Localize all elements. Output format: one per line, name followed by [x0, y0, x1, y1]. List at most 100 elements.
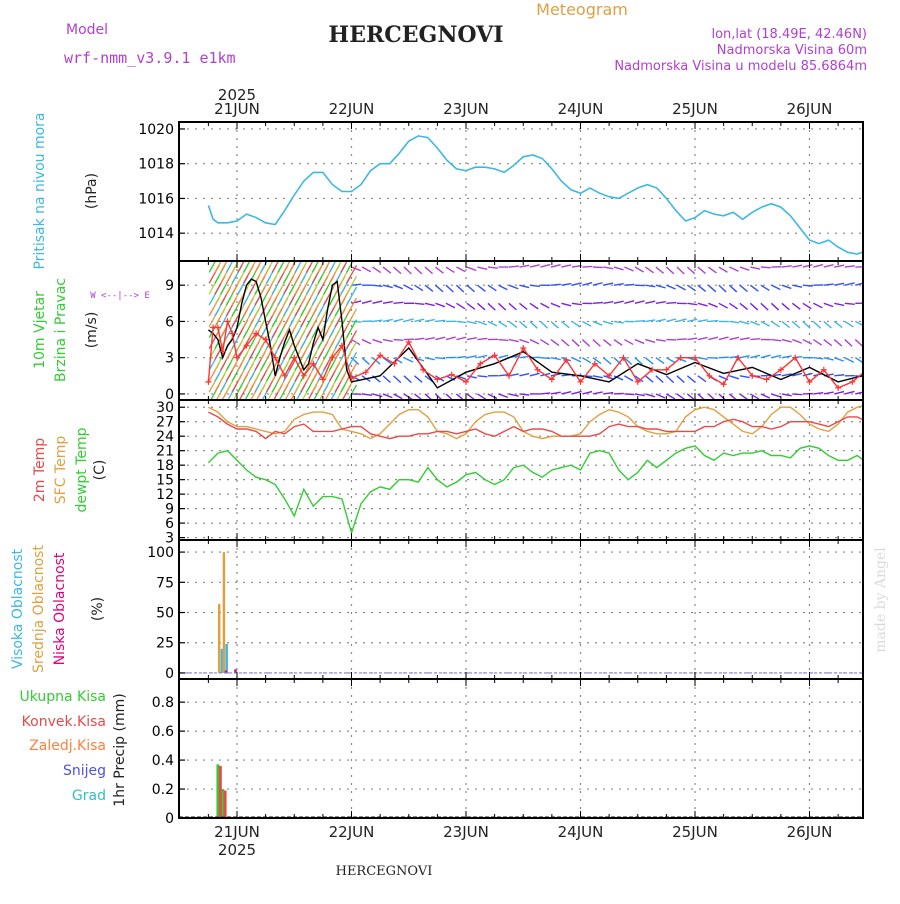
day-label-bottom: 24JUN [558, 823, 604, 841]
day-label-top: 23JUN [443, 100, 489, 118]
ytick-label-pressure: 1020 [138, 122, 174, 138]
wind-arrow [477, 376, 487, 377]
ytick-label-temp: 30 [156, 400, 174, 416]
model-elevation-label: Nadmorska Visina u modelu 85.6864m [614, 59, 867, 74]
wind-arrow [635, 321, 645, 322]
ytick-label-wind: 9 [165, 278, 174, 294]
ytick-label-temp: 21 [156, 444, 174, 460]
day-label-top: 26JUN [787, 100, 833, 118]
ytick-label-precip: 0.2 [152, 782, 174, 798]
ytick-label-pressure: 1014 [138, 226, 174, 242]
wind-arrow [498, 340, 508, 341]
day-label-top: 24JUN [558, 100, 604, 118]
day-label-bottom: 25JUN [672, 823, 718, 841]
ytick-label-temp: 24 [156, 429, 174, 445]
wind-arrow [352, 284, 362, 285]
ytick-label-cloud: 75 [156, 575, 174, 591]
precip-legend-conv: Konvek.Kisa [22, 714, 106, 730]
precip-legend-total: Ukupna Kisa [19, 689, 106, 705]
ytick-label-temp: 27 [156, 415, 174, 431]
cloud-bar [223, 552, 226, 673]
ytick-label-temp: 9 [165, 502, 174, 518]
wind-arrow [624, 285, 634, 286]
ytick-label-precip: 0 [165, 811, 174, 827]
ytick-label-wind: 3 [165, 351, 174, 367]
wind-arrow [761, 267, 771, 268]
temp-ylabel-1: 2m Temp [32, 438, 48, 502]
wind-arrow [803, 285, 813, 286]
wind-arrow [666, 303, 676, 304]
day-label-bottom: 26JUN [787, 823, 833, 841]
day-label-bottom: 21JUN [214, 823, 260, 841]
wind-arrow [456, 321, 466, 322]
cloud-bar [218, 604, 221, 673]
model-label: Model [66, 22, 108, 38]
cloud-ylabel-2: Srednja Oblacnost [31, 545, 47, 673]
wind-arrow [614, 393, 624, 394]
wind-arrow [677, 339, 687, 340]
meteogram-label: Meteogram [536, 0, 628, 19]
ytick-label-precip: 0.4 [152, 753, 174, 769]
elevation-label: Nadmorska Visina 60m [717, 43, 867, 58]
wind-arrow [509, 266, 519, 267]
wind-ylabel-1: 10m Vjetar [32, 291, 48, 369]
wind-arrow [750, 339, 760, 340]
wind-compass: W <--|--> E [90, 291, 150, 301]
precip-legend-graupel: Grad [72, 788, 106, 804]
day-label-top: 21JUN [214, 100, 260, 118]
day-label-top: 25JUN [672, 100, 718, 118]
precip-ylabel: 1hr Precip (mm) [112, 693, 128, 806]
station-title: HERCEGNOVI [328, 22, 503, 48]
temp-ylabel-2: SFC Temp [53, 436, 69, 505]
ytick-label-temp: 6 [165, 516, 174, 532]
wind-arrow [792, 394, 802, 395]
wind-arrow [719, 357, 729, 358]
ytick-label-pressure: 1016 [138, 191, 174, 207]
watermark: made by Angel [873, 547, 889, 653]
ytick-label-cloud: 50 [156, 606, 174, 622]
year-bottom: 2025 [218, 841, 256, 859]
pressure-ylabel: Pritisak na nivou mora [32, 112, 48, 269]
pressure-unit: (hPa) [84, 173, 100, 209]
wind-arrow [551, 284, 561, 285]
wind-arrow [435, 358, 445, 359]
wind-compass-label: W <--|--> E [90, 291, 150, 301]
day-label-top: 22JUN [329, 100, 375, 118]
precip-legend-frozen: Zaledj.Kisa [29, 738, 106, 754]
day-label-bottom: 23JUN [443, 823, 489, 841]
wind-arrow [593, 302, 603, 303]
wind-arrow [582, 266, 592, 267]
ytick-label-wind: 6 [165, 314, 174, 330]
wind-arrow [393, 340, 403, 341]
wind-arrow [708, 321, 718, 322]
cloud-unit: (%) [90, 597, 106, 621]
temp-ylabel-3: dewpt Temp [74, 427, 90, 512]
wind-arrow [624, 394, 634, 395]
temp-unit: (C) [92, 460, 108, 481]
ytick-label-cloud: 25 [156, 636, 174, 652]
footer-station: HERCEGNOVI [336, 864, 433, 879]
cloud-ylabel-3: Niska Oblacnost [52, 552, 68, 665]
wind-arrow [708, 358, 718, 359]
wind-arrow [845, 303, 855, 304]
ytick-label-pressure: 1018 [138, 157, 174, 173]
precip-bar [224, 790, 227, 818]
cloud-bar [225, 644, 228, 673]
precip-legend-snow: Snijeg [63, 763, 106, 779]
precip-bar [219, 766, 222, 818]
ytick-label-cloud: 0 [165, 666, 174, 682]
model-name: wrf-nmm_v3.9.1 e1km [64, 49, 236, 67]
cloud-ylabel-1: Visoka Oblacnost [10, 548, 26, 669]
ytick-label-precip: 0.8 [152, 695, 174, 711]
ytick-label-temp: 15 [156, 473, 174, 489]
ytick-label-cloud: 100 [147, 545, 174, 561]
wind-unit: (m/s) [84, 312, 100, 349]
wind-arrow [352, 321, 362, 322]
day-label-bottom: 22JUN [329, 823, 375, 841]
ytick-label-temp: 12 [156, 487, 174, 503]
ytick-label-temp: 18 [156, 458, 174, 474]
ytick-label-precip: 0.6 [152, 724, 174, 740]
